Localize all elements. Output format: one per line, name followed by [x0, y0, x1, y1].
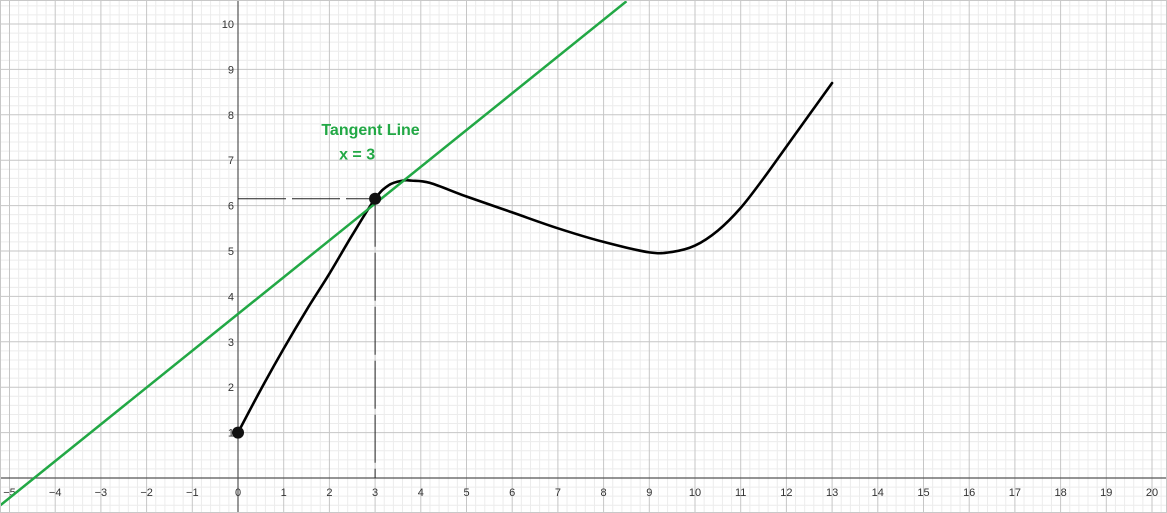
y-tick-label: 2: [228, 382, 234, 394]
x-tick-label: 9: [646, 487, 652, 499]
x-tick-label: 16: [963, 487, 975, 499]
x-equals-label: x = 3: [339, 146, 375, 163]
x-tick-label: −1: [186, 487, 199, 499]
y-tick-label: 3: [228, 337, 234, 349]
x-tick-label: 1: [281, 487, 287, 499]
x-tick-label: 8: [601, 487, 607, 499]
x-tick-label: 12: [780, 487, 792, 499]
x-tick-label: 17: [1009, 487, 1021, 499]
x-tick-label: −4: [49, 487, 62, 499]
x-tick-label: −2: [140, 487, 153, 499]
y-tick-label: 9: [228, 64, 234, 76]
x-tick-label: 2: [326, 487, 332, 499]
points-layer: [232, 192, 382, 439]
x-tick-label: 19: [1100, 487, 1112, 499]
curve-point: [232, 426, 244, 439]
x-tick-label: 13: [826, 487, 838, 499]
x-tick-label: 0: [235, 487, 241, 499]
annotations: Tangent Line x = 3: [321, 122, 419, 163]
series-layer: [1, 1, 834, 507]
x-tick-label: 15: [917, 487, 929, 499]
dashed-guides: [238, 198, 376, 478]
x-tick-label: 5: [463, 487, 469, 499]
x-tick-label: 4: [418, 487, 424, 499]
y-tick-label: 5: [228, 246, 234, 258]
curve-point: [369, 192, 382, 205]
x-tick-label: 3: [372, 487, 378, 499]
y-tick-label: 10: [222, 19, 234, 31]
y-tick-label: 4: [228, 291, 234, 303]
x-tick-label: −3: [95, 487, 108, 499]
tick-labels: −5 −4 −3 −2 −1 0 1 2 3 4 65 7 8 9 10 11 12 13 14 15 16 17 18 19…: [3, 19, 1158, 499]
y-tick-label: 6: [228, 201, 234, 213]
x-tick-label: 7: [555, 487, 561, 499]
y-tick-label: 1: [228, 428, 234, 440]
x-tick-label: 20: [1146, 487, 1158, 499]
x-tick-label: 6: [509, 487, 515, 499]
x-tick-label: 10: [689, 487, 701, 499]
x-tick-label: 14: [872, 487, 884, 499]
x-tick-label: 18: [1054, 487, 1066, 499]
y-tick-label: 8: [228, 110, 234, 122]
tangent-line: [1, 1, 628, 507]
function-curve: [236, 81, 834, 434]
x-tick-label: 11: [735, 487, 746, 499]
y-tick-label: 7: [228, 155, 234, 167]
tangent-line-label: Tangent Line: [321, 122, 419, 139]
